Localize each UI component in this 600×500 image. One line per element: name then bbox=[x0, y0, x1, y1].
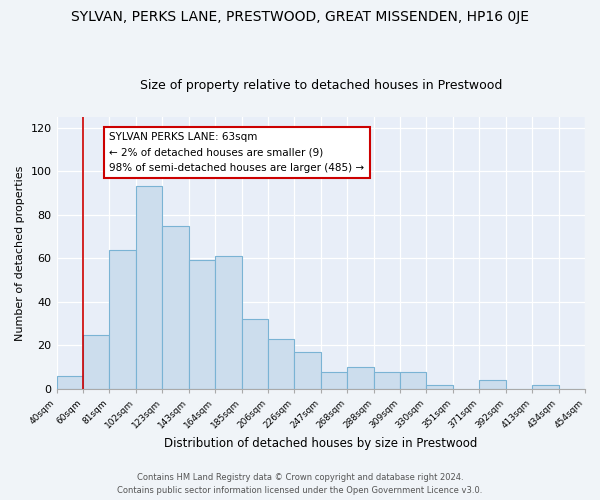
Bar bbox=[374, 372, 400, 389]
Bar bbox=[56, 376, 83, 389]
Bar bbox=[109, 250, 136, 389]
Text: Contains HM Land Registry data © Crown copyright and database right 2024.
Contai: Contains HM Land Registry data © Crown c… bbox=[118, 474, 482, 495]
Bar bbox=[136, 186, 162, 389]
Bar bbox=[162, 226, 188, 389]
Bar bbox=[268, 339, 295, 389]
Title: Size of property relative to detached houses in Prestwood: Size of property relative to detached ho… bbox=[140, 79, 502, 92]
Bar bbox=[427, 384, 453, 389]
X-axis label: Distribution of detached houses by size in Prestwood: Distribution of detached houses by size … bbox=[164, 437, 478, 450]
Bar bbox=[295, 352, 321, 389]
Bar bbox=[215, 256, 242, 389]
Text: SYLVAN, PERKS LANE, PRESTWOOD, GREAT MISSENDEN, HP16 0JE: SYLVAN, PERKS LANE, PRESTWOOD, GREAT MIS… bbox=[71, 10, 529, 24]
Bar bbox=[400, 372, 427, 389]
Bar bbox=[347, 367, 374, 389]
Bar bbox=[321, 372, 347, 389]
Text: SYLVAN PERKS LANE: 63sqm
← 2% of detached houses are smaller (9)
98% of semi-det: SYLVAN PERKS LANE: 63sqm ← 2% of detache… bbox=[109, 132, 365, 173]
Y-axis label: Number of detached properties: Number of detached properties bbox=[15, 165, 25, 340]
Bar bbox=[242, 320, 268, 389]
Bar bbox=[83, 334, 109, 389]
Bar bbox=[479, 380, 506, 389]
Bar bbox=[188, 260, 215, 389]
Bar bbox=[532, 384, 559, 389]
